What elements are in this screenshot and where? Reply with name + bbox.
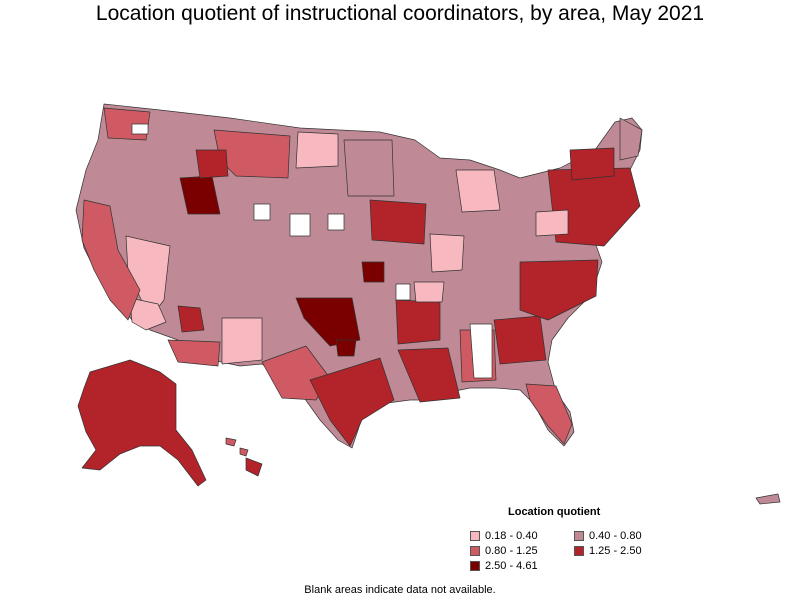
map-title: Location quotient of instructional coord… [95,2,705,25]
alaska [77,359,207,487]
footnote: Blank areas indicate data not available. [304,584,496,596]
legend-item: 2.50 - 4.61 [470,560,538,572]
texas-east [309,357,395,447]
no-data-area [289,213,311,237]
no-data-area [253,203,271,221]
missouri-low [413,281,445,303]
no-data-area [327,213,345,231]
georgia-region [493,315,547,365]
arizona-south [167,339,221,367]
louisiana-region [397,347,461,403]
legend-title: Location quotient [508,506,601,518]
illinois-low [429,233,465,273]
arizona-region [129,297,167,331]
legend-swatch [574,531,584,541]
texas-dfw [335,339,357,357]
idaho-north [195,149,229,179]
no-data-area [469,323,493,379]
hawaii [239,447,249,457]
legend-label: 1.25 - 2.50 [589,545,642,557]
hawaii [225,437,237,447]
north-dakota-region [295,131,339,169]
florida-region [525,383,573,445]
legend-item: 0.40 - 0.80 [574,530,642,542]
new-york-high [569,147,615,181]
legend-label: 0.18 - 0.40 [485,530,538,542]
iowa-region [369,199,427,245]
puerto-rico [755,493,781,505]
legend-swatch [470,546,480,556]
hawaii [245,457,263,477]
legend-item: 0.18 - 0.40 [470,530,538,542]
legend-item: 1.25 - 2.50 [574,545,642,557]
legend-label: 2.50 - 4.61 [485,560,538,572]
california-coast [81,199,141,321]
michigan-low [455,169,501,213]
legend-label: 0.80 - 1.25 [485,545,538,557]
legend-swatch [470,561,480,571]
arkansas-region [395,299,441,345]
minnesota-region [343,139,395,197]
kansas-high [361,261,385,283]
arizona-central [177,305,205,333]
carolinas-region [519,259,599,321]
legend-item: 0.80 - 1.25 [470,545,538,557]
maine-region [619,117,643,161]
legend-swatch [574,546,584,556]
no-data-area [395,283,411,301]
legend-label: 0.40 - 0.80 [589,530,642,542]
new-mexico-region [221,317,263,365]
legend-swatch [470,531,480,541]
ohio-low [535,209,569,237]
no-data-area [131,123,149,135]
